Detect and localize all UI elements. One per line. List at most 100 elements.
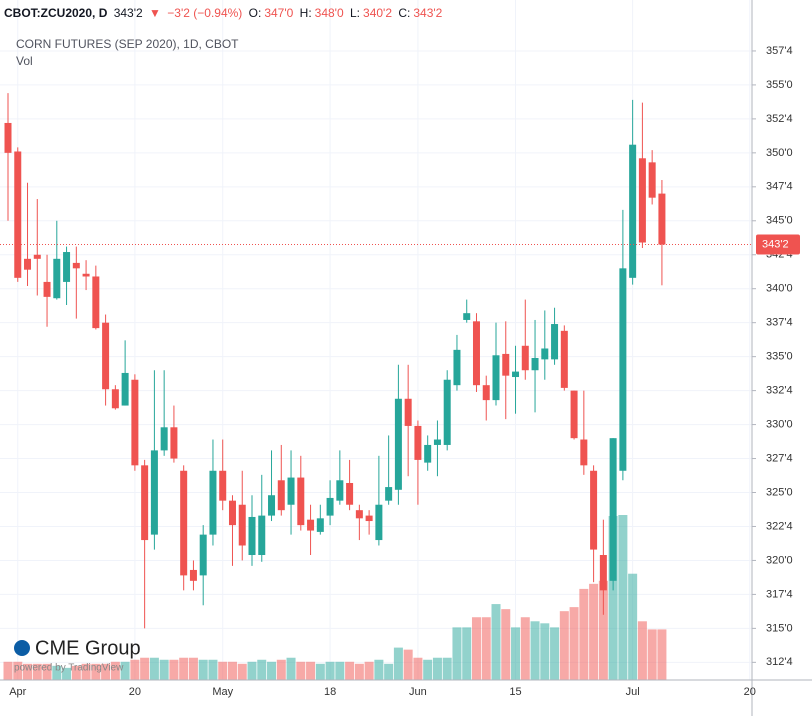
y-tick-label: 347'4	[766, 181, 793, 193]
candle-body	[180, 470, 188, 576]
volume-bar	[462, 627, 472, 680]
logo: CME Group powered by TradingView	[14, 637, 141, 674]
volume-bar	[335, 661, 345, 680]
candle-body	[404, 398, 412, 426]
volume-bar	[589, 583, 599, 680]
volume-label: Vol	[16, 54, 33, 68]
x-tick-label: 20	[129, 686, 141, 698]
y-tick-label: 337'4	[766, 317, 793, 329]
candle-body	[365, 515, 373, 522]
volume-bar	[325, 661, 335, 680]
candle-body	[512, 371, 520, 378]
volume-bar	[42, 663, 52, 680]
volume-bar	[345, 661, 355, 680]
chart-title: CORN FUTURES (SEP 2020), 1D, CBOT	[16, 37, 239, 51]
volume-bar	[491, 604, 501, 680]
candle-body	[43, 281, 51, 297]
candle-body	[14, 151, 22, 278]
volume-bar	[276, 659, 286, 680]
volume-bar	[188, 657, 198, 680]
change: −3'2 (−0.94%)	[167, 6, 243, 20]
volume-bar	[598, 580, 608, 680]
ohlc-value: 347'0	[264, 6, 294, 20]
volume-bar	[628, 573, 638, 680]
volume-bar	[315, 663, 325, 680]
volume-bar	[227, 661, 237, 680]
volume-bar	[481, 617, 491, 680]
volume-bar	[52, 665, 62, 680]
x-tick-label: Jun	[409, 686, 427, 698]
volume-bar	[432, 657, 442, 680]
candle-body	[248, 516, 256, 556]
arrow: ▼	[149, 6, 161, 20]
candle-body	[258, 515, 266, 556]
x-tick-label: 20	[744, 686, 756, 698]
candle-body	[82, 273, 90, 277]
candle-body	[531, 358, 539, 371]
candle-body	[131, 379, 139, 466]
volume-bar	[296, 661, 306, 680]
volume-bar	[247, 661, 257, 680]
y-tick-label: 320'0	[766, 554, 793, 566]
candle-body	[346, 482, 354, 505]
candle-layer	[4, 93, 666, 629]
ohlc-label: H:	[299, 6, 312, 20]
volume-bar	[579, 588, 589, 680]
volume-bar	[3, 661, 13, 680]
candle-body	[268, 495, 276, 516]
logo-powered: powered by TradingView	[14, 663, 124, 674]
candle-body	[141, 465, 149, 541]
candle-body	[189, 569, 197, 581]
candle-body	[472, 321, 480, 386]
y-tick-label: 342'4	[766, 249, 793, 261]
candle-body	[355, 510, 363, 519]
volume-bar	[120, 661, 130, 680]
candle-body	[453, 349, 461, 386]
volume-bar	[179, 657, 189, 680]
grid	[0, 0, 752, 680]
volume-bar	[140, 657, 150, 680]
y-tick-label: 340'0	[766, 283, 793, 295]
last: 343'2	[113, 6, 143, 20]
volume-bar	[32, 663, 42, 680]
volume-bar	[159, 659, 169, 680]
volume-bar	[237, 663, 247, 680]
volume-bar	[647, 629, 657, 680]
candle-body	[541, 348, 549, 360]
volume-bar	[130, 659, 140, 680]
y-tick-label: 330'0	[766, 418, 793, 430]
header: CBOT:ZCU2020, D 343'2 ▼ −3'2 (−0.94%) O:…	[4, 6, 445, 20]
x-tick-label: Jul	[626, 686, 640, 698]
volume-bar	[169, 659, 179, 680]
candle-body	[307, 519, 315, 531]
volume-bar	[374, 659, 384, 680]
candle-body	[160, 427, 168, 451]
volume-bar	[198, 659, 208, 680]
volume-bar	[471, 617, 481, 680]
candle-body	[394, 398, 402, 490]
volume-bar	[569, 607, 579, 680]
candle-body	[609, 438, 617, 581]
last-price-label: 343'2	[762, 238, 789, 250]
y-tick-label: 315'0	[766, 622, 793, 634]
symbol: CBOT:ZCU2020, D	[4, 6, 108, 20]
last-price-box	[756, 234, 800, 255]
ohlc-label: O:	[248, 6, 262, 20]
volume-bar	[618, 515, 628, 680]
y-tick-label: 352'4	[766, 113, 793, 125]
candle-body	[238, 504, 246, 546]
candle-body	[580, 439, 588, 466]
volume-bar	[101, 663, 111, 680]
candle-body	[53, 258, 61, 299]
y-tick-label: 312'4	[766, 656, 793, 668]
volume-bar	[286, 657, 296, 680]
y-tick-label: 317'4	[766, 588, 793, 600]
volume-bar	[530, 621, 540, 680]
candle-body	[4, 122, 12, 153]
volume-bar	[91, 663, 101, 680]
volume-bar	[257, 659, 267, 680]
ohlc-value: 343'2	[413, 6, 443, 20]
overlay: 312'4 315'0 317'4 320'0 322'4 325'0 327'4 330'0…	[0, 45, 800, 698]
candle-body	[336, 480, 344, 501]
